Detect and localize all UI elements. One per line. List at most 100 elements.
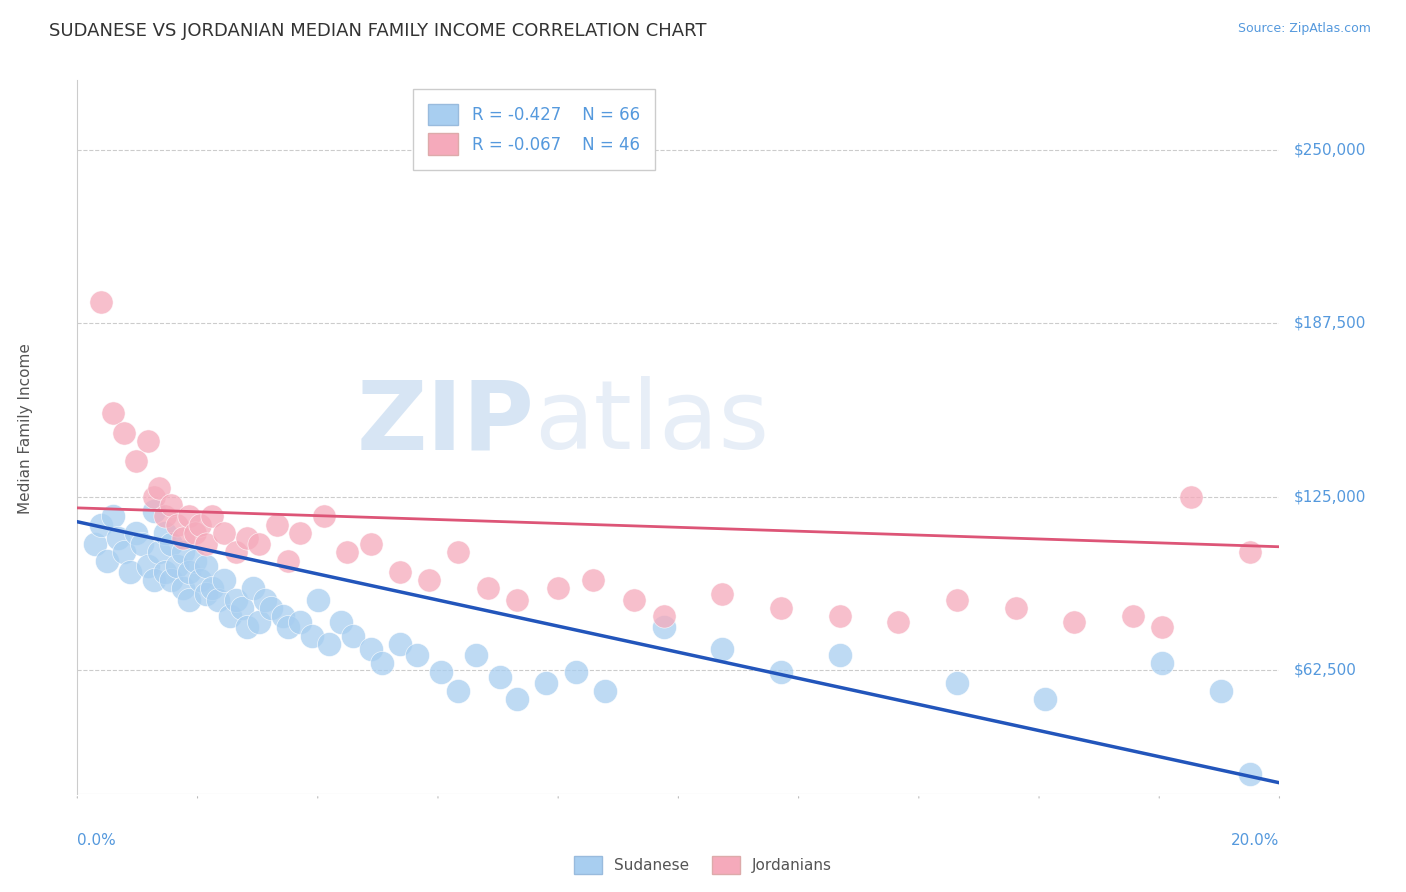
Point [142, 503, 165, 517]
Point [301, 629, 323, 643]
Point [828, 609, 851, 624]
Point [218, 609, 240, 624]
Point [125, 525, 148, 540]
Point [946, 675, 969, 690]
Point [330, 615, 353, 629]
Point [148, 482, 170, 496]
Text: ZIP: ZIP [356, 376, 534, 469]
Point [212, 573, 235, 587]
Text: $187,500: $187,500 [1294, 316, 1365, 331]
Text: SUDANESE VS JORDANIAN MEDIAN FAMILY INCOME CORRELATION CHART: SUDANESE VS JORDANIAN MEDIAN FAMILY INCO… [49, 22, 707, 40]
Point [711, 642, 734, 657]
Point [623, 592, 645, 607]
Point [183, 525, 205, 540]
Point [148, 545, 170, 559]
Legend: Sudanese, Jordanians: Sudanese, Jordanians [568, 850, 838, 880]
Point [547, 582, 569, 596]
Point [447, 545, 470, 559]
Point [120, 565, 142, 579]
Point [183, 554, 205, 568]
Point [160, 537, 183, 551]
Point [430, 665, 453, 679]
Point [172, 545, 194, 559]
Point [90, 295, 112, 310]
Point [593, 684, 616, 698]
Point [360, 642, 382, 657]
Point [418, 573, 440, 587]
Point [1209, 684, 1232, 698]
Point [1152, 657, 1174, 671]
Point [828, 648, 851, 662]
Point [195, 587, 218, 601]
Point [506, 692, 529, 706]
Point [318, 637, 340, 651]
Point [136, 559, 159, 574]
Point [96, 554, 118, 568]
Point [201, 582, 224, 596]
Point [288, 525, 311, 540]
Point [155, 509, 177, 524]
Point [887, 615, 910, 629]
Point [112, 545, 135, 559]
Point [142, 490, 165, 504]
Text: atlas: atlas [534, 376, 769, 469]
Point [336, 545, 359, 559]
Point [1063, 615, 1085, 629]
Point [1033, 692, 1056, 706]
Point [312, 509, 335, 524]
Point [155, 525, 177, 540]
Point [172, 582, 194, 596]
Point [388, 637, 411, 651]
Point [177, 509, 200, 524]
Point [160, 573, 183, 587]
Point [131, 537, 153, 551]
Point [769, 665, 792, 679]
Point [236, 620, 259, 634]
Point [242, 582, 264, 596]
Point [769, 600, 792, 615]
Text: $250,000: $250,000 [1294, 142, 1365, 157]
Point [247, 537, 270, 551]
Point [288, 615, 311, 629]
Point [225, 545, 247, 559]
Point [190, 573, 212, 587]
Point [388, 565, 411, 579]
Point [1004, 600, 1026, 615]
Point [90, 517, 112, 532]
Point [536, 675, 558, 690]
Point [101, 407, 124, 421]
Point [711, 587, 734, 601]
Point [360, 537, 382, 551]
Point [946, 592, 969, 607]
Point [212, 525, 235, 540]
Point [260, 600, 283, 615]
Point [371, 657, 394, 671]
Point [271, 609, 294, 624]
Point [177, 565, 200, 579]
Point [166, 517, 188, 532]
Text: 0.0%: 0.0% [77, 833, 117, 847]
Point [565, 665, 588, 679]
Legend: R = -0.427    N = 66, R = -0.067    N = 46: R = -0.427 N = 66, R = -0.067 N = 46 [413, 88, 655, 169]
Point [277, 554, 299, 568]
Point [112, 425, 135, 440]
Point [447, 684, 470, 698]
Point [406, 648, 429, 662]
Point [125, 453, 148, 467]
Point [277, 620, 299, 634]
Point [342, 629, 364, 643]
Point [465, 648, 488, 662]
Point [307, 592, 329, 607]
Point [236, 532, 259, 546]
Point [477, 582, 499, 596]
Point [582, 573, 605, 587]
Point [195, 537, 218, 551]
Point [107, 532, 129, 546]
Point [1180, 490, 1202, 504]
Point [1152, 620, 1174, 634]
Point [266, 517, 288, 532]
Point [1239, 545, 1261, 559]
Point [201, 509, 224, 524]
Point [247, 615, 270, 629]
Point [225, 592, 247, 607]
